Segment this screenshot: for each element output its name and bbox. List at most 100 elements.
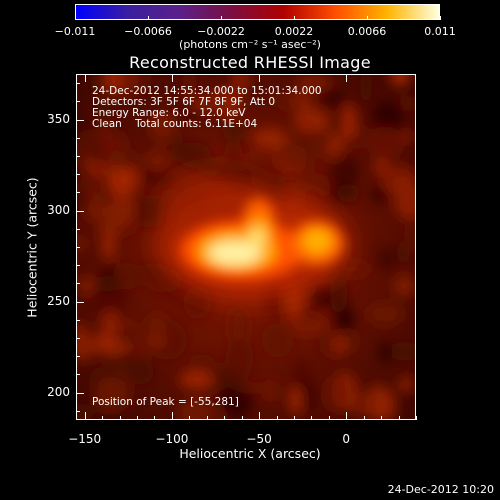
x-tick-label: −50: [246, 432, 272, 446]
texture-blob: [330, 275, 348, 315]
x-minor-tick: [102, 416, 104, 420]
footer-date: 24-Dec-2012 10:20: [387, 483, 494, 496]
texture-blob: [138, 169, 173, 186]
colorbar-tick-label: 0.0022: [274, 25, 314, 38]
texture-blob: [145, 150, 168, 170]
y-minor-tick: [76, 319, 80, 321]
info-peak-position: Position of Peak = [-55,281]: [92, 396, 239, 408]
texture-blob: [311, 285, 331, 308]
texture-blob: [95, 87, 131, 107]
y-minor-tick: [76, 101, 80, 103]
colorbar-tick: [75, 16, 76, 20]
texture-blob: [77, 404, 93, 419]
y-major-tick: [76, 392, 84, 394]
y-tick-label: 250: [47, 293, 70, 308]
texture-blob: [332, 332, 348, 356]
x-minor-tick: [137, 416, 139, 420]
y-tick-label: 300: [47, 202, 70, 217]
x-tick-label: −100: [155, 432, 189, 446]
texture-blob: [341, 103, 357, 140]
texture-blob: [171, 130, 184, 162]
x-minor-tick: [241, 416, 243, 420]
texture-blob: [375, 158, 389, 175]
texture-blob: [372, 100, 405, 131]
texture-blob: [221, 118, 248, 140]
texture-blob: [328, 152, 360, 191]
x-minor-tick: [119, 416, 121, 420]
y-minor-tick: [76, 338, 80, 340]
texture-blob: [77, 237, 90, 250]
texture-blob: [294, 108, 330, 135]
y-minor-tick: [76, 137, 80, 139]
texture-blob: [97, 130, 131, 162]
y-minor-tick: [76, 374, 80, 376]
y-minor-tick: [76, 410, 80, 412]
info-detectors: Detectors: 3F 5F 6F 7F 8F 9F, Att 0: [92, 96, 276, 108]
texture-blob: [359, 75, 373, 105]
x-minor-tick: [189, 416, 191, 420]
texture-blob: [261, 322, 294, 358]
colorbar-tick: [440, 16, 441, 20]
texture-blob: [378, 339, 393, 365]
texture-blob: [77, 331, 95, 363]
info-time-range: 24-Dec-2012 14:55:34.000 to 15:01:34.000: [92, 85, 322, 97]
info-energy-range: Energy Range: 6.0 - 12.0 keV: [92, 107, 246, 119]
texture-blob: [288, 385, 304, 415]
y-minor-tick: [76, 283, 80, 285]
texture-blob: [94, 106, 112, 120]
x-axis-title: Heliocentric X (arcsec): [179, 446, 321, 461]
x-minor-tick: [381, 416, 383, 420]
colorbar-tick: [221, 16, 222, 20]
texture-blob: [317, 172, 330, 199]
colorbar-tick: [148, 16, 149, 20]
texture-blob: [78, 276, 95, 296]
texture-blob: [278, 139, 318, 165]
x-minor-tick: [311, 416, 313, 420]
texture-blob: [366, 126, 405, 160]
texture-blob: [183, 286, 212, 320]
image-title: Reconstructed RHESSI Image: [129, 53, 371, 72]
colorbar-tick-label: 0.011: [424, 25, 456, 38]
texture-blob: [77, 179, 92, 206]
colorbar-tick-label: −0.011: [54, 25, 96, 38]
y-minor-tick: [76, 265, 80, 267]
y-tick-label: 200: [47, 384, 70, 399]
x-minor-tick: [416, 416, 417, 420]
y-minor-tick: [76, 301, 80, 303]
texture-blob: [218, 389, 249, 404]
texture-blob: [232, 75, 250, 96]
texture-blob: [228, 306, 249, 346]
x-minor-tick: [398, 416, 400, 420]
texture-blob: [179, 369, 213, 390]
x-major-tick: [346, 74, 348, 82]
colorbar-tick: [367, 16, 368, 20]
texture-blob: [113, 262, 141, 290]
x-tick-label: −150: [68, 432, 102, 446]
texture-blob: [332, 261, 372, 277]
y-axis-title: Heliocentric Y (arcsec): [24, 177, 40, 318]
colorbar-tick-label: −0.0066: [124, 25, 172, 38]
texture-blob: [298, 380, 316, 414]
x-tick-label: 0: [342, 432, 351, 446]
texture-blob: [149, 111, 175, 142]
texture-blob: [143, 313, 174, 337]
y-minor-tick: [76, 83, 80, 85]
texture-blob: [177, 398, 213, 419]
y-minor-tick: [76, 228, 80, 230]
x-minor-tick: [171, 416, 173, 420]
y-minor-tick: [76, 210, 80, 212]
x-major-tick: [84, 74, 86, 82]
texture-blob: [386, 342, 415, 361]
colorbar-unit-label: (photons cm⁻² s⁻¹ asec⁻²): [179, 38, 321, 51]
texture-blob: [322, 88, 346, 109]
texture-blob: [404, 216, 415, 253]
texture-blob: [326, 188, 347, 205]
texture-blob: [93, 376, 130, 412]
colorbar-tick-label: 0.0066: [347, 25, 387, 38]
texture-blob: [225, 339, 254, 378]
x-minor-tick: [293, 416, 295, 420]
y-minor-tick: [76, 119, 80, 121]
texture-blob: [223, 142, 243, 167]
texture-blob: [207, 87, 247, 115]
texture-blob: [295, 75, 333, 90]
